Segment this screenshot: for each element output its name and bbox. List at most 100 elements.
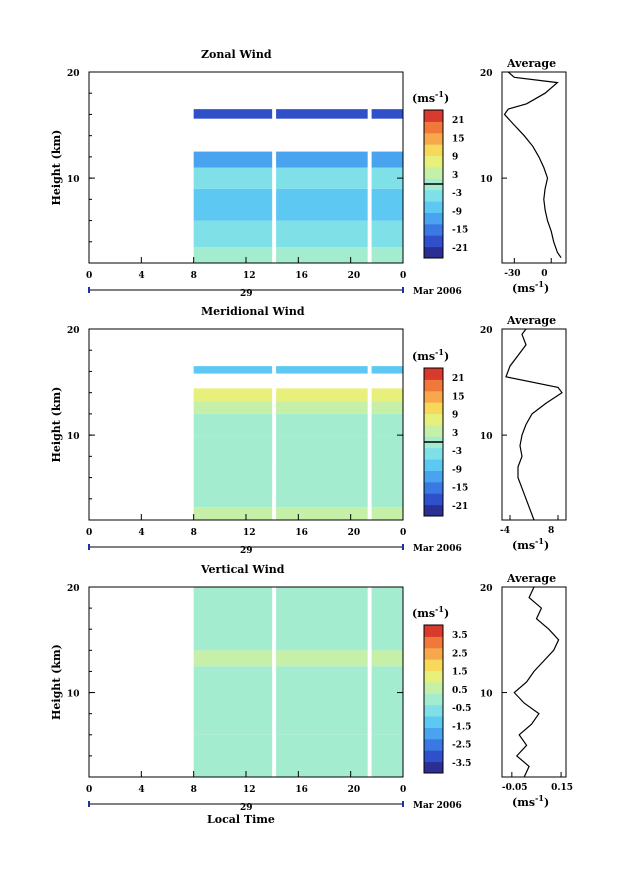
day-label: 29 (240, 546, 253, 556)
panel-2: Meridional Wind 20 10 Height (km) 0 4 8 12 16 20 0… (50, 305, 567, 556)
day-label: 29 (240, 289, 253, 299)
x-tick-label: 16 (295, 271, 308, 281)
avg-y-tick-label: 20 (480, 69, 493, 79)
heatmap-layer (193, 151, 403, 168)
colorbar-cell (424, 246, 443, 259)
heatmap-layer (193, 734, 403, 777)
colorbar-cell (424, 481, 443, 494)
x-tick-label: 20 (348, 785, 361, 795)
colorbar-cell (424, 716, 443, 728)
heatmap-layer (193, 388, 403, 402)
colorbar-tick-label: 3 (452, 429, 458, 439)
unit-close: ) (544, 282, 549, 295)
y-tick-label: 10 (67, 175, 80, 185)
x-tick-label: 8 (191, 785, 197, 795)
y-tick-label: 20 (67, 584, 80, 594)
colorbar-cell (424, 727, 443, 740)
colorbar-tick-label: -2.5 (452, 741, 471, 751)
data-gap (272, 329, 277, 520)
colorbar-cell (424, 166, 443, 179)
unit-text: (ms (412, 92, 435, 105)
unit-close: ) (544, 796, 549, 809)
y-axis-label: Height (km) (50, 387, 63, 463)
unit-sup: -1 (535, 536, 544, 546)
unit-close: ) (444, 92, 449, 105)
colorbar-cell (424, 459, 443, 471)
unit-close: ) (544, 539, 549, 552)
colorbar-tick-label: -1.5 (452, 722, 471, 732)
x-tick-label: 8 (191, 271, 197, 281)
day-label: 29 (240, 803, 253, 813)
colorbar-unit: (ms-1) (412, 347, 449, 363)
x-tick-label: 8 (191, 528, 197, 538)
colorbar-tick-label: 9 (452, 411, 458, 421)
colorbar-cell (424, 110, 443, 122)
colorbar-tick-label: -3.5 (452, 759, 471, 769)
heatmap-layer (193, 666, 403, 735)
average-profile (503, 71, 562, 259)
data-gap (367, 587, 372, 777)
panel-3: Vertical Wind 20 10 Height (km) 0 4 8 12 16 20 0 29… (50, 563, 573, 813)
average-title: Average (506, 57, 556, 70)
colorbar-tick-label: 1.5 (452, 668, 468, 678)
colorbar-cell (424, 693, 443, 706)
unit-text: (ms (512, 796, 535, 809)
heatmap-layer (193, 587, 403, 651)
colorbar-cell (424, 390, 443, 403)
unit-sup: -1 (435, 604, 444, 614)
avg-x-tick-label: 0 (541, 269, 547, 279)
colorbar-unit: (ms-1) (412, 604, 449, 620)
x-tick-label: 0 (400, 785, 406, 795)
date-label: Mar 2006 (413, 544, 462, 554)
avg-y-tick-label: 20 (480, 326, 493, 336)
colorbar-cell (424, 144, 443, 157)
colorbar-tick-label: -3 (452, 447, 462, 457)
colorbar-tick-label: -9 (452, 207, 462, 217)
colorbar-cell (424, 413, 443, 426)
avg-x-tick-label: -0.05 (502, 783, 528, 793)
colorbar-cell (424, 121, 443, 134)
colorbar-cell (424, 681, 443, 694)
x-tick-label: 0 (86, 271, 92, 281)
heatmap-layer (193, 435, 403, 467)
colorbar-cell (424, 636, 443, 649)
x-tick-label: 12 (243, 271, 256, 281)
unit-text: (ms (412, 350, 435, 363)
avg-x-tick-label: 0.15 (551, 783, 573, 793)
colorbar-tick-label: -21 (452, 244, 468, 254)
colorbar-cell (424, 750, 443, 763)
unit-sup: -1 (535, 793, 544, 803)
panel-title: Zonal Wind (201, 48, 272, 61)
average-title: Average (506, 314, 556, 327)
heatmap-layer (193, 366, 403, 374)
colorbar-cell (424, 424, 443, 437)
colorbar-cell (424, 493, 443, 506)
colorbar-tick-label: -15 (452, 226, 468, 236)
colorbar-tick-label: 15 (452, 134, 465, 144)
colorbar-cell (424, 470, 443, 483)
average-frame (501, 586, 567, 778)
avg-y-tick-label: 10 (480, 432, 493, 442)
colorbar-tick-label: 2.5 (452, 649, 468, 659)
colorbar-cell (424, 647, 443, 660)
unit-sup: -1 (435, 347, 444, 357)
colorbar-cell (424, 738, 443, 751)
average-unit: (ms-1) (512, 793, 549, 809)
heatmap-layer (193, 167, 403, 189)
colorbar-tick-label: 3 (452, 171, 458, 181)
average-profile (505, 328, 563, 521)
x-axis-title: Local Time (207, 813, 275, 826)
x-tick-label: 0 (400, 271, 406, 281)
colorbar-frame (423, 624, 444, 774)
colorbar-tick-label: -0.5 (452, 704, 471, 714)
data-gap (272, 587, 277, 777)
colorbar-tick-label: -3 (452, 189, 462, 199)
y-tick-label: 10 (67, 690, 80, 700)
data-gap (367, 72, 372, 263)
heatmap-layer (193, 466, 403, 508)
average-frame (501, 71, 567, 264)
unit-text: (ms (512, 539, 535, 552)
colorbar-cell (424, 235, 443, 248)
heatmap-layer (193, 220, 403, 248)
